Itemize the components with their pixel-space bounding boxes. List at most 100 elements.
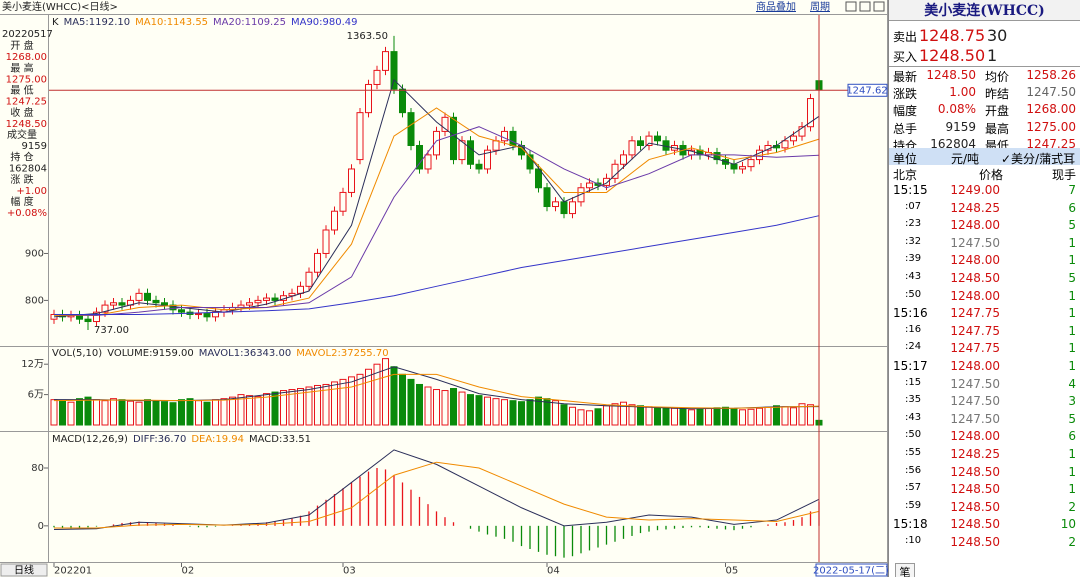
overlay-link[interactable]: 商品叠加 xyxy=(756,0,796,13)
candle-body xyxy=(322,229,330,254)
volume-bar xyxy=(671,407,678,426)
volume-bar xyxy=(790,407,797,426)
ma-line xyxy=(54,215,820,315)
candle-body xyxy=(203,313,211,318)
volume-ma-line xyxy=(53,373,820,409)
period-link[interactable]: 周期 xyxy=(810,1,830,13)
volume-bar xyxy=(807,404,814,426)
legend-entry: MA20:1109.25 xyxy=(213,17,286,28)
candle-body xyxy=(739,166,746,170)
candle-body xyxy=(161,302,168,306)
volume-bar xyxy=(730,408,738,426)
info-value: 1248.50 xyxy=(6,119,47,130)
volume-bar xyxy=(492,398,500,426)
trade-price: 1248.50 xyxy=(950,271,1000,285)
candle-body xyxy=(458,140,466,161)
info-label: 持 仓 xyxy=(10,151,33,164)
volume-bar xyxy=(535,396,542,426)
candle-body xyxy=(135,292,143,301)
candle-body xyxy=(297,285,304,294)
legend-entry: MA5:1192.10 xyxy=(64,17,131,28)
quote-value: 1247.25 xyxy=(1026,136,1076,151)
panel-title: 美小麦连(WHCC) xyxy=(889,0,1080,21)
legend-entry: MA10:1143.55 xyxy=(135,17,208,28)
legend-entry: DIFF:36.70 xyxy=(133,434,186,445)
candle-body xyxy=(603,177,610,186)
chart-title: 美小麦连(WHCC)<日线> xyxy=(2,0,118,13)
unit-option: 元/吨 xyxy=(951,152,980,166)
window-icon[interactable] xyxy=(859,1,871,12)
tab[interactable]: 笔 xyxy=(895,563,915,577)
candle-body xyxy=(543,187,551,208)
book-volume: 30 xyxy=(987,26,1008,45)
volume-bar xyxy=(76,398,83,426)
volume-bar xyxy=(59,400,66,426)
volume-bar xyxy=(67,401,75,426)
last-price-label: 1247.62 xyxy=(846,85,887,96)
unit-label: 单位 xyxy=(893,152,918,166)
volume-bar xyxy=(288,389,296,426)
trade-volume: 1 xyxy=(1068,253,1076,268)
info-label: 最 高 xyxy=(10,61,33,74)
candle-body xyxy=(416,144,423,170)
cursor-date: 2022-05-17(二) xyxy=(813,566,888,577)
volume-bar xyxy=(50,399,58,426)
quote-value: 1268.00 xyxy=(1026,102,1076,117)
last-price-box xyxy=(847,83,888,97)
legend-entry: MAVOL1:36343.00 xyxy=(199,348,291,359)
trade-volume: 5 xyxy=(1068,411,1076,426)
quote-value: 162804 xyxy=(930,136,976,151)
trade-time: :32 xyxy=(905,235,922,247)
trade-price: 1249.00 xyxy=(950,183,1000,197)
volume-bar xyxy=(314,384,321,426)
volume-bar xyxy=(467,394,474,426)
trade-price: 1248.50 xyxy=(950,517,1000,532)
trade-time: :50 xyxy=(905,429,922,441)
trade-volume: 7 xyxy=(1068,183,1076,197)
volume-bar xyxy=(348,376,355,426)
candle-body xyxy=(254,299,262,304)
trade-price: 1248.50 xyxy=(950,482,1000,497)
unit-bar xyxy=(889,148,1080,165)
trade-price: 1248.00 xyxy=(950,218,1000,233)
x-tick-label: 04 xyxy=(547,566,560,577)
background xyxy=(0,0,888,577)
info-value: 1247.25 xyxy=(6,97,47,108)
window-icon[interactable] xyxy=(845,1,857,12)
window-icon[interactable] xyxy=(873,1,885,12)
candle-body xyxy=(552,201,559,208)
x-axis-label: 日线 xyxy=(14,564,34,577)
legend-entry: MAVOL2:37255.70 xyxy=(296,348,388,359)
y-tick-label: 80 xyxy=(31,463,44,474)
volume-bar xyxy=(246,395,253,426)
trade-volume: 1 xyxy=(1068,235,1076,250)
y-tick-label: 6万 xyxy=(28,390,44,401)
volume-bar xyxy=(433,389,440,426)
divider xyxy=(889,66,1080,67)
candle-body xyxy=(620,154,627,165)
volume-bar xyxy=(339,378,347,426)
unit-option[interactable]: ✓美分/蒲式耳 xyxy=(1001,152,1076,166)
trade-price: 1248.50 xyxy=(950,499,1000,514)
trade-price: 1248.00 xyxy=(950,429,1000,444)
info-label: 最 低 xyxy=(10,84,33,97)
candle-body xyxy=(305,271,313,287)
volume-bar xyxy=(569,406,576,426)
y-tick-label: 800 xyxy=(25,295,44,306)
volume-bar xyxy=(645,406,653,426)
candle-body xyxy=(790,135,797,142)
legend-entry: K xyxy=(52,17,59,28)
trade-time: :43 xyxy=(905,271,922,282)
volume-bar xyxy=(127,400,134,426)
trade-price: 1248.25 xyxy=(950,447,1000,461)
trade-price: 1248.00 xyxy=(950,359,1000,373)
volume-bar xyxy=(263,393,270,426)
volume-bar xyxy=(611,403,619,426)
trade-volume: 6 xyxy=(1068,429,1076,444)
volume-bar xyxy=(628,404,636,426)
trade-volume: 1 xyxy=(1068,306,1076,321)
volume-bar xyxy=(271,391,279,426)
trade-time: :10 xyxy=(905,535,922,546)
trade-volume: 5 xyxy=(1068,218,1076,233)
trade-time: :55 xyxy=(905,447,922,458)
